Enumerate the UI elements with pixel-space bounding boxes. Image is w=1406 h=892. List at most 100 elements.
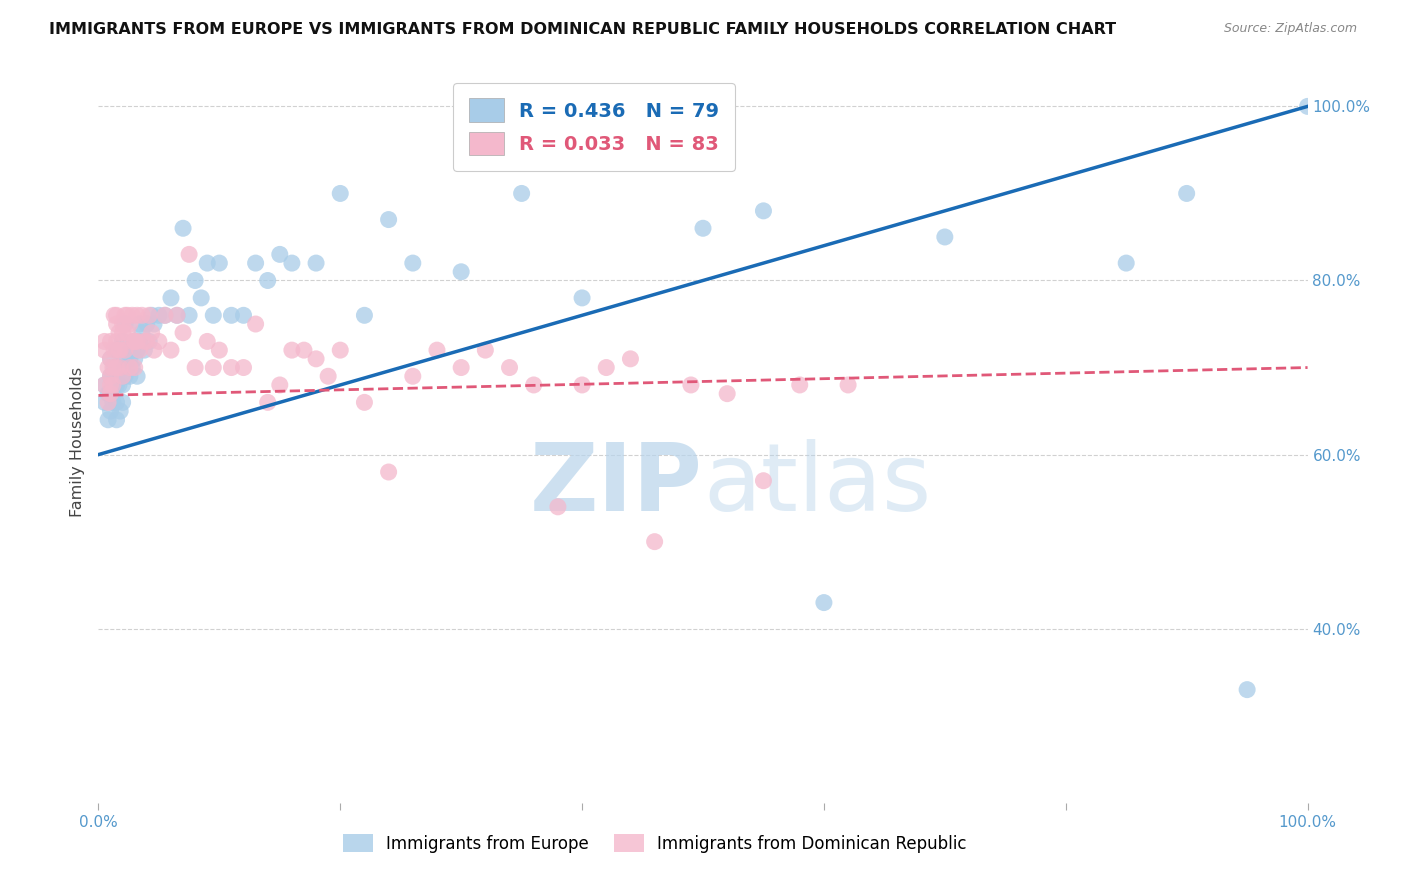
Point [813,596,835,610]
Point [111,317,134,331]
Point [97,360,120,375]
Point [166,308,188,322]
Point [202,308,225,322]
Point [426,343,449,358]
Point [105,343,128,358]
Point [100,369,122,384]
Point [269,378,291,392]
Point [124,351,146,366]
Point [101,360,124,375]
Point [108,343,131,358]
Point [134,334,156,349]
Point [402,369,425,384]
Point [111,360,134,375]
Point [93,343,115,358]
Point [353,308,375,322]
Point [179,247,201,261]
Point [305,351,328,366]
Point [108,360,131,375]
Point [789,378,811,392]
Point [114,308,136,322]
Point [329,343,352,358]
Point [143,317,166,331]
Point [100,351,122,366]
Point [121,334,143,349]
Point [111,326,134,340]
Point [108,404,131,418]
Point [547,500,569,514]
Point [100,404,122,418]
Point [111,334,134,349]
Point [498,360,520,375]
Point [716,386,738,401]
Point [124,334,146,349]
Point [121,343,143,358]
Point [105,413,128,427]
Point [97,386,120,401]
Point [108,343,131,358]
Point [93,378,115,392]
Point [305,256,328,270]
Point [281,256,304,270]
Point [105,317,128,331]
Point [148,308,170,322]
Point [100,386,122,401]
Point [153,308,176,322]
Point [934,230,956,244]
Point [523,378,546,392]
Point [221,360,243,375]
Point [837,378,859,392]
Point [103,378,125,392]
Point [97,395,120,409]
Point [131,326,153,340]
Point [571,378,593,392]
Point [160,291,183,305]
Point [121,308,143,322]
Point [474,343,496,358]
Point [232,308,254,322]
Point [100,386,122,401]
Point [118,351,141,366]
Point [118,369,141,384]
Point [118,317,141,331]
Point [190,291,212,305]
Point [202,360,225,375]
Point [281,343,304,358]
Point [124,360,146,375]
Point [692,221,714,235]
Y-axis label: Family Households: Family Households [70,367,86,516]
Point [105,334,128,349]
Point [619,351,641,366]
Point [195,334,218,349]
Legend: Immigrants from Europe, Immigrants from Dominican Republic: Immigrants from Europe, Immigrants from … [336,828,973,860]
Point [117,326,139,340]
Point [111,378,134,392]
Point [256,395,278,409]
Point [377,465,399,479]
Point [510,186,533,201]
Point [100,369,122,384]
Point [679,378,702,392]
Point [160,343,183,358]
Point [571,291,593,305]
Point [184,273,207,287]
Point [124,334,146,349]
Point [752,203,775,218]
Point [179,308,201,322]
Point [118,360,141,375]
Text: IMMIGRANTS FROM EUROPE VS IMMIGRANTS FROM DOMINICAN REPUBLIC FAMILY HOUSEHOLDS C: IMMIGRANTS FROM EUROPE VS IMMIGRANTS FRO… [49,22,1116,37]
Point [93,334,115,349]
Point [135,334,157,349]
Point [117,343,139,358]
Point [752,474,775,488]
Point [184,360,207,375]
Point [124,334,146,349]
Point [121,360,143,375]
Point [100,334,122,349]
Point [103,360,125,375]
Point [108,360,131,375]
Point [108,360,131,375]
Point [127,334,149,349]
Point [141,326,163,340]
Point [1236,682,1258,697]
